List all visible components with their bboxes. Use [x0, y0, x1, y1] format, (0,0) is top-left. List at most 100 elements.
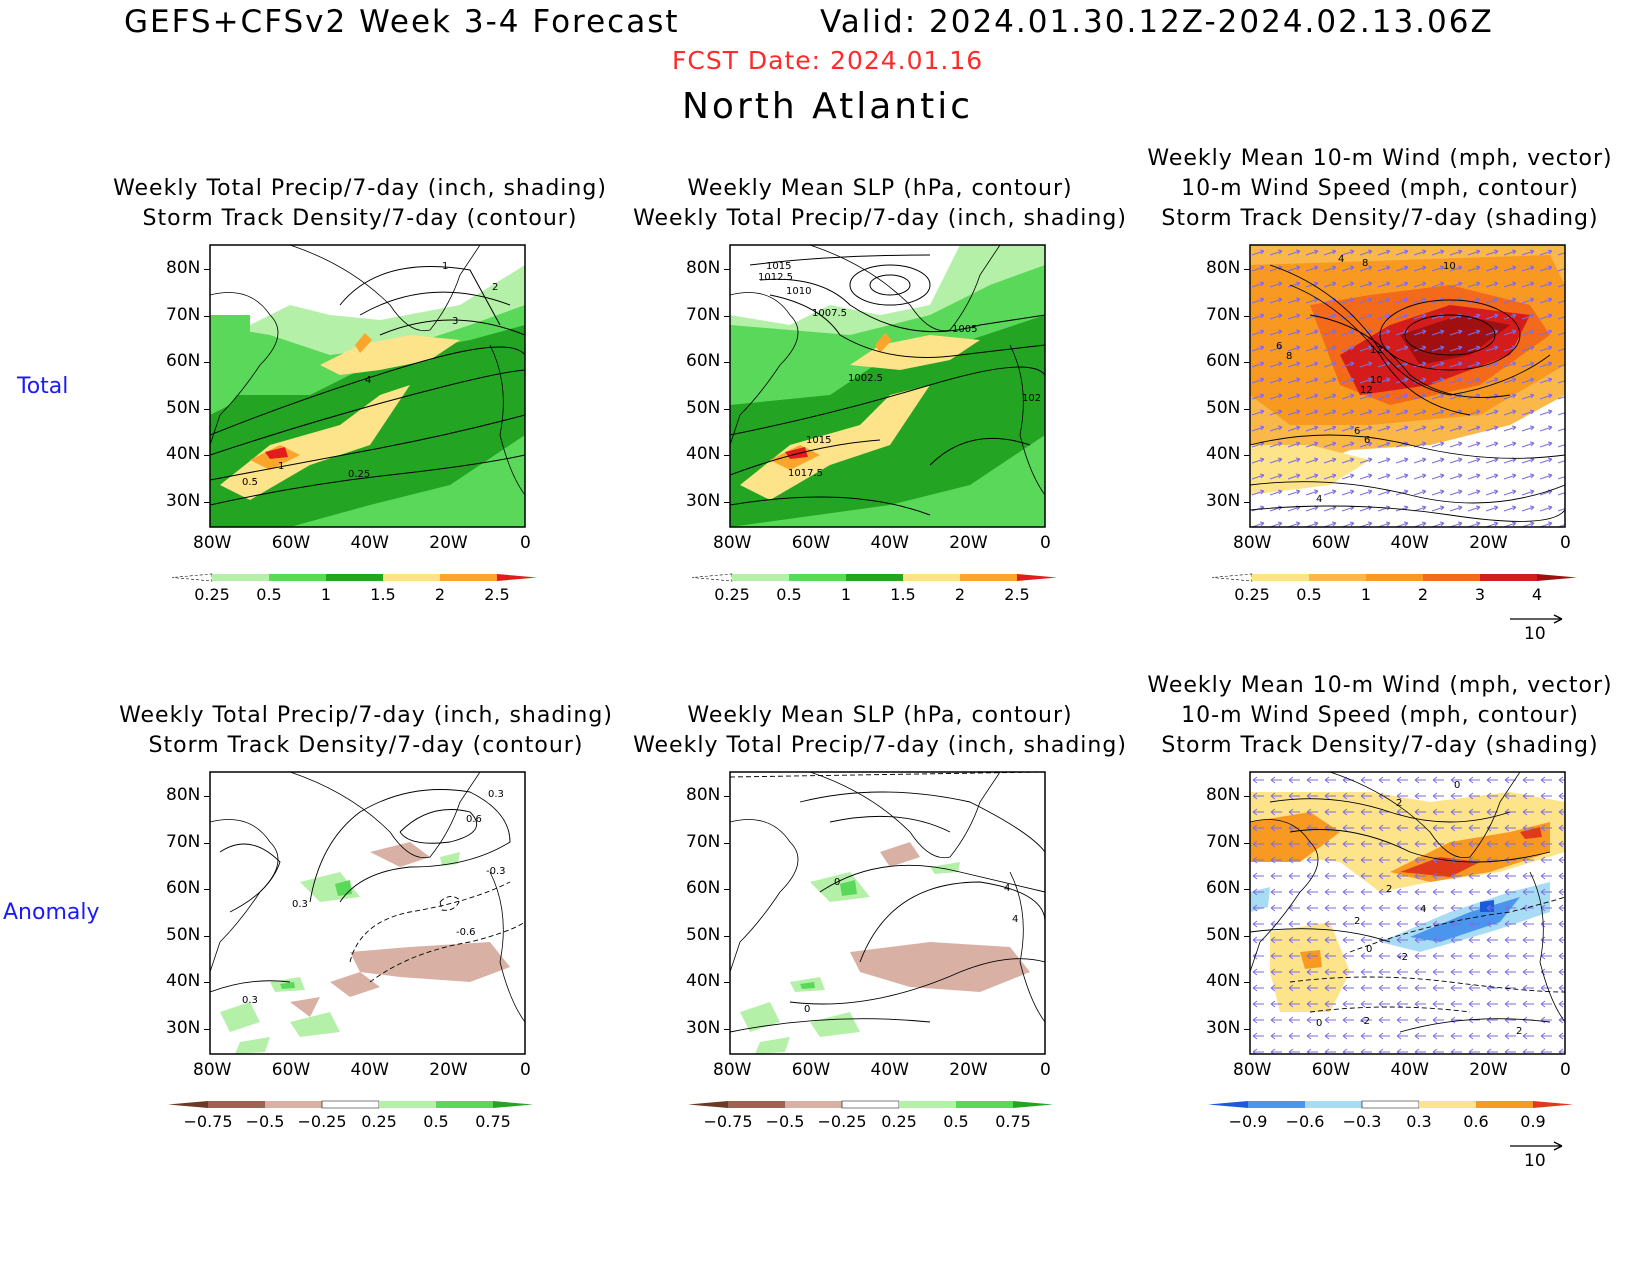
- lat-tick-label: 40N: [686, 971, 721, 992]
- contour-label: -2: [1398, 952, 1408, 963]
- colorbar-label: 2: [1418, 585, 1428, 604]
- colorbar-label: 0.25: [881, 1112, 917, 1131]
- contour-label: 4: [1012, 914, 1018, 925]
- colorbar-label: 0.25: [714, 585, 750, 604]
- colorbar-segment: [1013, 1101, 1053, 1108]
- colorbar-label: 2.5: [1004, 585, 1029, 604]
- contour-label: 4: [1420, 904, 1426, 915]
- colorbar-density-total: 0.25 0.5 1 2 3 4: [1211, 573, 1577, 604]
- lat-tick-label: 40N: [686, 444, 721, 465]
- lat-tick-label: 30N: [1206, 490, 1241, 511]
- lat-tick-mark: [1244, 362, 1250, 364]
- contour-label: 2: [1354, 916, 1360, 927]
- lat-tick-mark: [204, 842, 210, 844]
- vector-reference-label-top: 10: [1524, 624, 1546, 644]
- lat-tick-mark: [724, 408, 730, 410]
- colorbar-segment: [1423, 574, 1480, 581]
- contour-label: 4: [1338, 254, 1344, 265]
- vector-reference-label-bottom: 10: [1524, 1151, 1546, 1171]
- contour-label: 2: [492, 282, 498, 293]
- contour-label: 10: [1370, 375, 1383, 386]
- panel-title-precip-total: Weekly Total Precip/7-day (inch, shading…: [60, 174, 660, 234]
- lon-tick-label: 20W: [949, 1060, 988, 1080]
- lat-tick-label: 40N: [166, 444, 201, 465]
- lon-tick-label: 80W: [1233, 1060, 1272, 1080]
- lon-tick-label: 0: [1560, 1060, 1571, 1080]
- lat-tick-mark: [724, 842, 730, 844]
- colorbar-segment: [1419, 1101, 1476, 1108]
- lon-tick-label: 80W: [193, 533, 232, 553]
- contour-label: 2: [1386, 884, 1392, 895]
- colorbar-label: −0.3: [1343, 1112, 1382, 1131]
- colorbar-label: 0.9: [1520, 1112, 1545, 1131]
- lat-tick-mark: [1244, 501, 1250, 503]
- lat-tick-mark: [1244, 889, 1250, 891]
- colorbar-density-anomaly: −0.9 −0.6 −0.3 0.3 0.6 0.9: [1208, 1100, 1573, 1131]
- colorbar-segment: [1361, 1100, 1420, 1109]
- lat-tick-label: 30N: [166, 490, 201, 511]
- contour-label: 2: [1516, 1026, 1522, 1037]
- colorbar-label: 0.6: [1463, 1112, 1488, 1131]
- colorbar-segment: [321, 1100, 380, 1109]
- colorbar-label: 0.25: [194, 585, 230, 604]
- lat-tick-mark: [204, 982, 210, 984]
- lat-tick-mark: [724, 455, 730, 457]
- row-label-anomaly: Anomaly: [3, 900, 100, 925]
- lat-tick-mark: [1244, 315, 1250, 317]
- colorbar-segment: [728, 1101, 785, 1108]
- lat-tick-mark: [1244, 408, 1250, 410]
- colorbar-segment: [956, 1101, 1013, 1108]
- lon-tick-label: 80W: [193, 1060, 232, 1080]
- lat-tick-label: 70N: [1206, 831, 1241, 852]
- lat-tick-mark: [724, 268, 730, 270]
- colorbar-segment: [732, 574, 789, 581]
- contour-label: -0.6: [456, 927, 476, 938]
- contour-label: 8: [1286, 351, 1292, 362]
- lat-tick-mark: [724, 362, 730, 364]
- contour-label: 4: [365, 375, 371, 386]
- colorbar-segment: [212, 574, 269, 581]
- lat-tick-mark: [1244, 842, 1250, 844]
- colorbar-label: 0.25: [1234, 585, 1270, 604]
- region-title: North Atlantic: [682, 86, 974, 127]
- colorbar-precip-anomaly-2: −0.75 −0.5 −0.25 0.25 0.5 0.75: [688, 1100, 1053, 1131]
- colorbar-segment: [846, 574, 903, 581]
- colorbar-label: −0.5: [766, 1112, 805, 1131]
- colorbar-label: 0.5: [943, 1112, 968, 1131]
- contour-label: 1: [278, 461, 284, 472]
- lon-tick-label: 80W: [1233, 533, 1272, 553]
- lon-tick-label: 0: [1040, 533, 1051, 553]
- colorbar-segment: [1252, 574, 1309, 581]
- contour-label: 2: [1396, 798, 1402, 809]
- colorbar-label: 1.5: [370, 585, 395, 604]
- contour-label: 0: [1316, 1018, 1322, 1029]
- map-slp-anomaly: 0 4 4 0: [729, 771, 1046, 1055]
- lat-tick-mark: [724, 889, 730, 891]
- contour-label: 1015: [766, 261, 791, 272]
- contour-label: 1010: [786, 286, 811, 297]
- colorbar-label: 4: [1532, 585, 1542, 604]
- lon-tick-label: 40W: [1390, 533, 1429, 553]
- title-line: Storm Track Density/7-day (shading): [1161, 733, 1599, 758]
- lon-tick-label: 60W: [1311, 1060, 1351, 1080]
- lat-tick-mark: [204, 455, 210, 457]
- lat-tick-mark: [1244, 795, 1250, 797]
- contour-label: -2: [1360, 1016, 1370, 1027]
- lat-tick-mark: [724, 935, 730, 937]
- lat-tick-mark: [204, 362, 210, 364]
- vector-reference-arrow-top: [1510, 614, 1563, 624]
- colorbar-segment: [691, 573, 733, 582]
- contour-label: -0.3: [486, 866, 506, 877]
- title-line: Weekly Mean SLP (hPa, contour): [687, 176, 1073, 201]
- lon-tick-label: 0: [520, 1060, 531, 1080]
- lon-tick-label: 60W: [1311, 533, 1351, 553]
- colorbar-segment: [168, 1101, 208, 1108]
- lat-tick-label: 70N: [166, 304, 201, 325]
- lat-tick-mark: [204, 268, 210, 270]
- colorbar-label: −0.9: [1229, 1112, 1268, 1131]
- lat-tick-mark: [1244, 268, 1250, 270]
- colorbar-segment: [841, 1100, 900, 1109]
- vector-reference-arrow-bottom: [1510, 1141, 1563, 1151]
- contour-label: 10: [1443, 261, 1456, 272]
- colorbar-segment: [688, 1101, 728, 1108]
